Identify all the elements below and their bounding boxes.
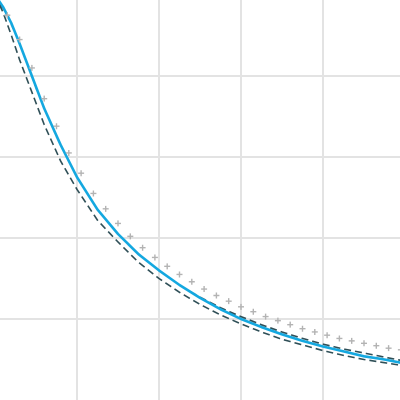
data-point	[102, 205, 109, 212]
data-point	[336, 335, 343, 342]
data-point	[41, 95, 48, 102]
data-point	[397, 349, 400, 351]
upper-bound-line	[0, 1, 400, 361]
data-point	[151, 254, 158, 261]
data-point	[78, 170, 85, 177]
data-point	[299, 325, 306, 332]
data-point	[213, 292, 220, 299]
data-point	[53, 123, 60, 130]
data-point	[201, 286, 208, 293]
data-point	[176, 271, 183, 278]
data-point	[139, 244, 146, 251]
data-point	[90, 190, 97, 197]
lower-bound-line	[0, 3, 400, 367]
data-point	[287, 321, 294, 328]
data-point	[324, 332, 331, 339]
data-point	[16, 36, 23, 43]
model-line	[0, 0, 400, 364]
observed-series	[4, 12, 400, 352]
data-point	[115, 220, 121, 227]
data-point	[238, 303, 244, 310]
data-point	[385, 345, 392, 352]
plot-area	[0, 0, 400, 367]
data-point	[274, 317, 281, 324]
data-point	[262, 313, 269, 320]
data-point	[373, 342, 380, 349]
data-point	[28, 64, 35, 71]
data-point	[4, 12, 11, 19]
data-point	[225, 298, 232, 305]
data-point	[361, 340, 367, 347]
data-point	[127, 233, 134, 240]
data-point	[188, 278, 195, 285]
data-point	[65, 149, 72, 156]
data-point	[250, 308, 257, 315]
data-point	[311, 328, 318, 335]
data-point	[348, 337, 355, 344]
data-point	[164, 263, 171, 270]
